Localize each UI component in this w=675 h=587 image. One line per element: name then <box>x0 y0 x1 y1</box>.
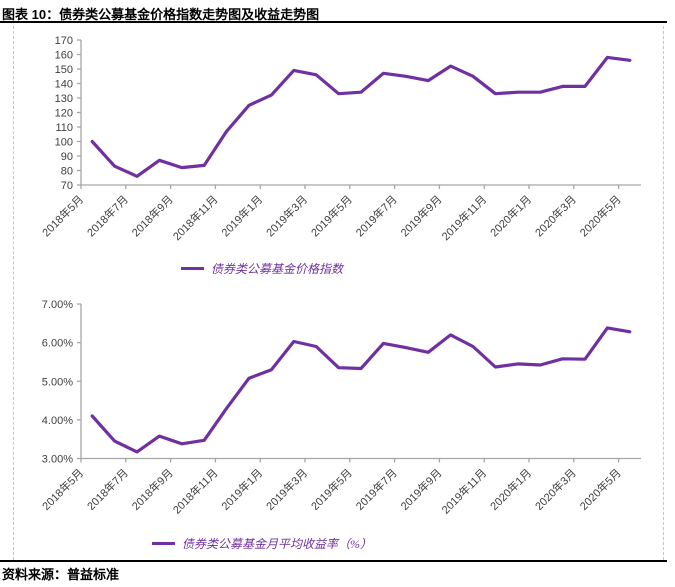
x-tick-label: 2019年7月 <box>353 466 400 513</box>
right-boundary-guide <box>663 26 664 560</box>
x-tick-label: 2019年3月 <box>263 192 310 239</box>
yield-chart: 3.00%4.00%5.00%6.00%7.00%2018年5月 2018年7月 2… <box>39 299 641 517</box>
x-tick-label: 2019年9月 <box>397 466 444 513</box>
y-tick-label: 5.00% <box>42 376 73 388</box>
legend-line-icon <box>180 266 204 270</box>
x-tick-label: 2020年3月 <box>532 466 579 513</box>
x-tick-label: 2018年11月 <box>170 192 221 243</box>
x-tick-label: 2018年7月 <box>84 466 131 513</box>
source-note: 资料来源：普益标准 <box>2 567 120 582</box>
y-tick-label: 170 <box>55 35 73 47</box>
x-tick-label: 2020年1月 <box>487 192 534 239</box>
x-tick-label: 2018年5月 <box>39 466 86 513</box>
y-tick-label: 3.00% <box>42 454 73 466</box>
legend-line-icon <box>152 541 175 545</box>
series-line <box>90 55 632 178</box>
footer-divider <box>0 560 667 562</box>
x-tick-label: 2019年5月 <box>308 192 355 239</box>
y-tick-label: 7.00% <box>42 299 73 311</box>
x-tick-label: 2019年11月 <box>438 192 489 243</box>
x-tick-label: 2019年5月 <box>308 466 355 513</box>
yield-legend-label: 债券类公募基金月平均收益率（%） <box>182 536 372 551</box>
y-tick-label: 80 <box>61 166 73 178</box>
x-tick-label: 2020年5月 <box>577 466 624 513</box>
x-tick-label: 2019年1月 <box>218 466 265 513</box>
y-tick-label: 110 <box>55 122 73 134</box>
price-index-legend: 债券类公募基金价格指数 <box>0 260 524 276</box>
x-tick-label: 2019年11月 <box>438 466 489 517</box>
y-tick-label: 120 <box>55 108 73 120</box>
x-tick-label: 2019年9月 <box>397 192 444 239</box>
x-tick-label: 2018年5月 <box>39 192 86 239</box>
y-tick-label: 150 <box>55 64 73 76</box>
yield-legend: 债券类公募基金月平均收益率（%） <box>0 535 524 551</box>
x-tick-label: 2018年9月 <box>129 192 176 239</box>
x-tick-label: 2020年5月 <box>577 192 624 239</box>
x-tick-label: 2018年11月 <box>170 466 221 517</box>
y-tick-label: 90 <box>61 151 73 163</box>
x-tick-label: 2018年9月 <box>129 466 176 513</box>
x-tick-label: 2019年7月 <box>353 192 400 239</box>
y-tick-label: 4.00% <box>42 415 73 427</box>
y-tick-label: 70 <box>61 180 73 192</box>
left-boundary-guide <box>13 26 14 560</box>
price-index-legend-label: 债券类公募基金价格指数 <box>210 261 343 276</box>
series-line <box>90 326 632 454</box>
y-tick-label: 160 <box>55 50 73 62</box>
title-divider <box>0 21 667 23</box>
x-tick-label: 2018年7月 <box>84 192 131 239</box>
y-tick-label: 100 <box>55 137 73 149</box>
figure-title: 图表 10：债券类公募基金价格指数走势图及收益走势图 <box>2 7 320 22</box>
x-tick-label: 2019年1月 <box>218 192 265 239</box>
x-tick-label: 2020年1月 <box>487 466 534 513</box>
y-tick-label: 140 <box>55 79 73 91</box>
x-tick-label: 2020年3月 <box>532 192 579 239</box>
y-tick-label: 130 <box>55 93 73 105</box>
y-tick-label: 6.00% <box>42 338 73 350</box>
x-tick-label: 2019年3月 <box>263 466 310 513</box>
